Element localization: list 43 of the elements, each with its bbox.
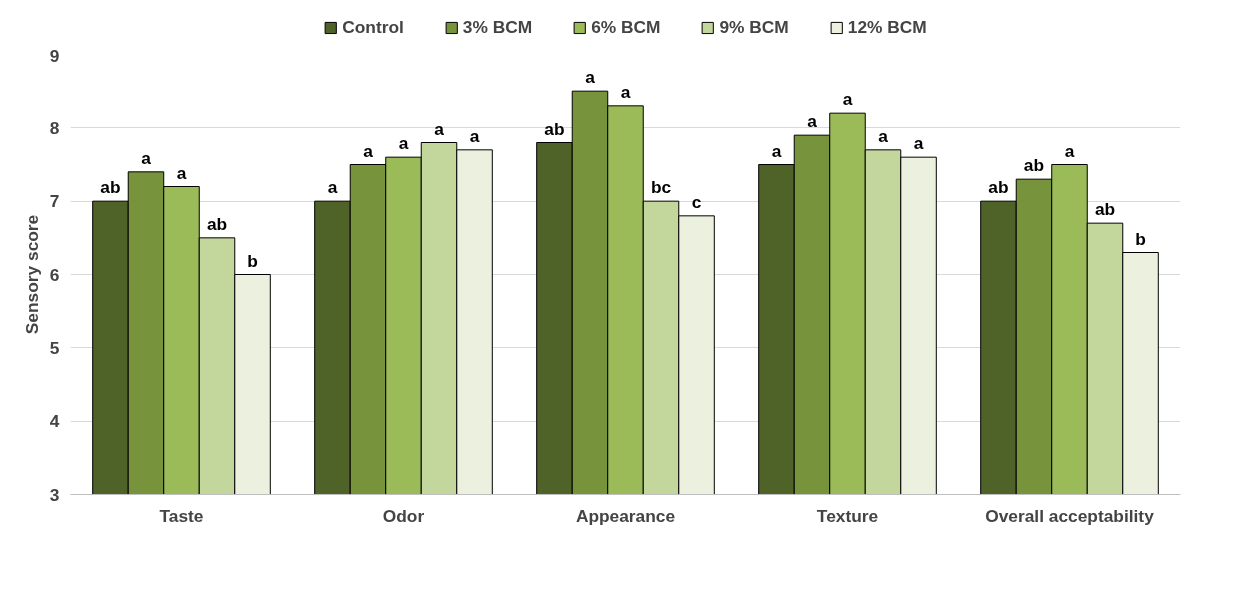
data-label: a	[398, 133, 409, 154]
data-label: a	[469, 125, 480, 146]
data-label: ab	[1094, 199, 1116, 220]
data-label: a	[620, 81, 631, 102]
x-tick-label: Taste	[159, 505, 204, 526]
legend-label: 6% BCM	[591, 16, 661, 38]
data-label: a	[176, 162, 187, 183]
y-tick-label: 8	[49, 117, 60, 138]
data-label: a	[878, 125, 889, 146]
data-label: ab	[1023, 155, 1045, 176]
data-label: bc	[650, 177, 672, 198]
legend-label: 9% BCM	[719, 16, 789, 38]
data-label: b	[247, 250, 258, 271]
data-label: a	[842, 89, 853, 110]
y-tick-label: 9	[49, 45, 60, 66]
legend-label: 3% BCM	[462, 16, 533, 38]
y-axis-title: Sensory score	[21, 214, 42, 335]
data-label: ab	[206, 213, 228, 234]
x-tick-label: Appearance	[575, 505, 676, 526]
legend-label: 12% BCM	[847, 16, 927, 38]
data-label: c	[691, 191, 702, 212]
data-label: a	[771, 140, 782, 161]
data-label: a	[913, 133, 924, 154]
y-tick-label: 7	[49, 191, 60, 212]
y-tick-label: 4	[49, 411, 60, 432]
y-tick-label: 3	[49, 484, 60, 505]
data-label: a	[585, 67, 596, 88]
data-label: a	[1064, 140, 1075, 161]
x-tick-label: Texture	[816, 505, 879, 526]
legend-label: Control	[342, 16, 404, 38]
data-label: a	[434, 118, 445, 139]
y-tick-label: 5	[49, 337, 60, 358]
data-label: ab	[988, 177, 1009, 198]
data-label: ab	[544, 118, 565, 139]
data-label: ab	[100, 177, 121, 198]
x-tick-label: Overall acceptability	[985, 505, 1155, 526]
data-label: a	[141, 147, 152, 168]
data-label: a	[363, 140, 374, 161]
data-label: a	[327, 177, 338, 198]
y-tick-label: 6	[49, 264, 60, 285]
data-label: a	[807, 111, 818, 132]
data-label: b	[1135, 228, 1146, 249]
x-tick-label: Odor	[382, 505, 425, 526]
